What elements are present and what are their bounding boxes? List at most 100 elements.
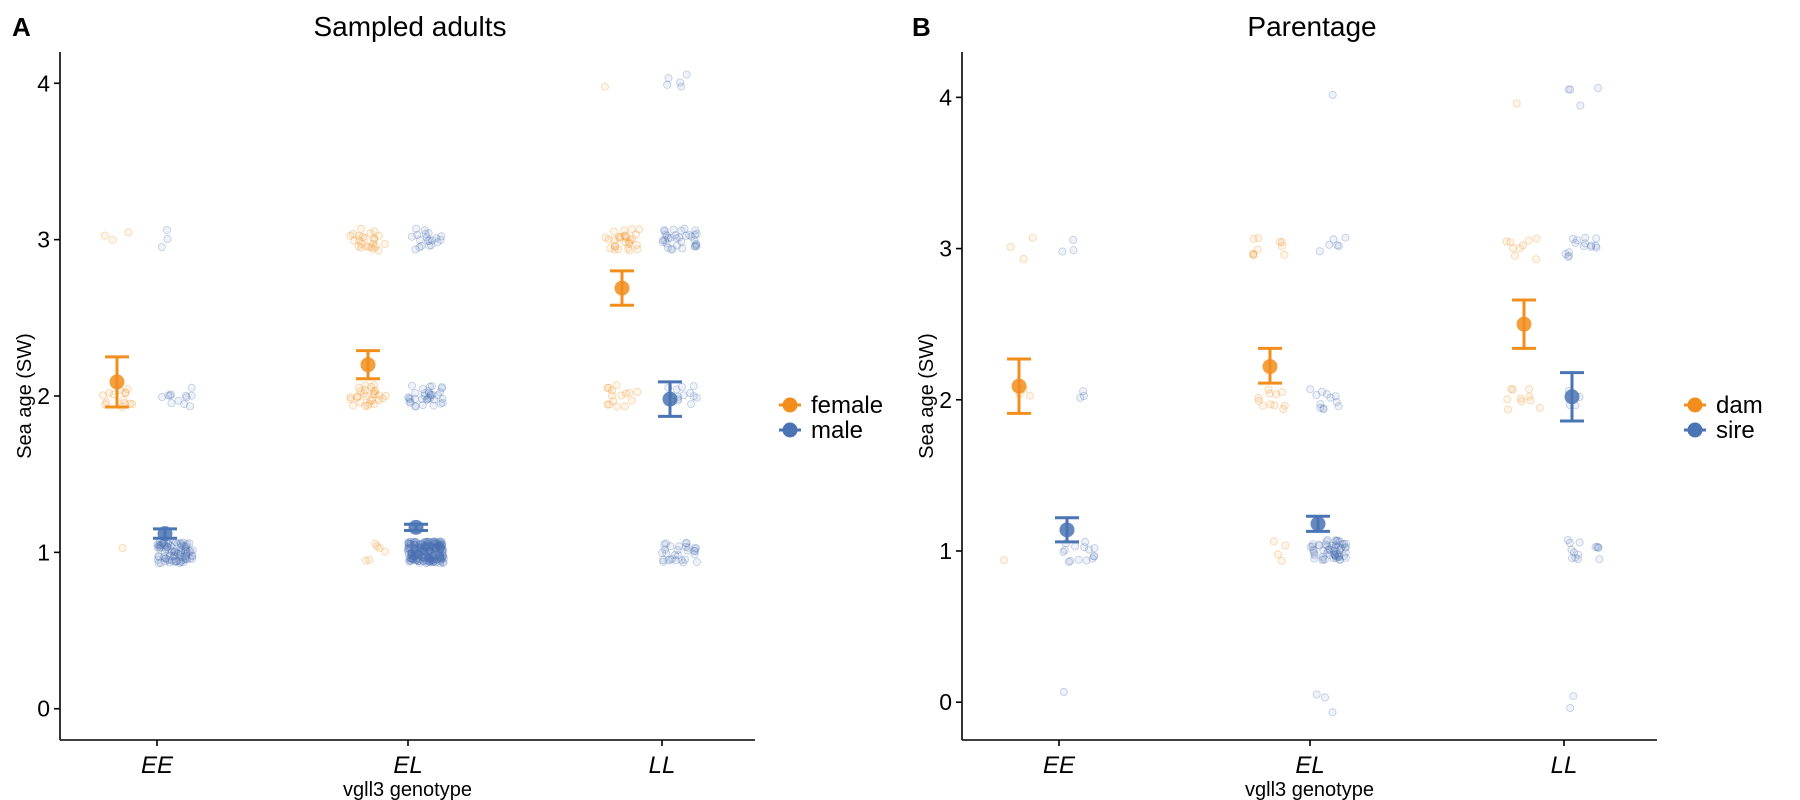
raw-point bbox=[156, 541, 165, 550]
raw-point bbox=[370, 399, 379, 408]
raw-point bbox=[188, 554, 197, 563]
raw-point bbox=[381, 391, 390, 400]
raw-point bbox=[165, 391, 174, 400]
raw-point bbox=[410, 539, 419, 548]
raw-point bbox=[346, 393, 355, 402]
raw-point bbox=[153, 543, 162, 552]
raw-point bbox=[415, 544, 424, 553]
raw-point bbox=[1320, 555, 1329, 564]
raw-point bbox=[620, 402, 629, 411]
raw-point bbox=[422, 555, 431, 564]
raw-point bbox=[1510, 251, 1519, 260]
raw-point bbox=[1574, 550, 1583, 559]
raw-point bbox=[436, 544, 445, 553]
raw-point bbox=[1066, 556, 1075, 565]
mean-point bbox=[1310, 516, 1326, 532]
raw-point bbox=[425, 558, 434, 567]
raw-point bbox=[1270, 401, 1279, 410]
raw-point bbox=[1249, 250, 1258, 259]
series-male bbox=[153, 70, 701, 568]
x-tick-label: EL bbox=[393, 752, 422, 779]
raw-point bbox=[1312, 390, 1321, 399]
raw-point bbox=[432, 555, 441, 564]
raw-point bbox=[410, 552, 419, 561]
raw-point bbox=[1341, 233, 1350, 242]
raw-point bbox=[123, 385, 132, 394]
raw-point bbox=[428, 557, 437, 566]
mean-point bbox=[1262, 359, 1278, 375]
raw-point bbox=[420, 547, 429, 556]
raw-point bbox=[424, 553, 433, 562]
raw-point bbox=[410, 549, 419, 558]
raw-point bbox=[434, 542, 443, 551]
raw-point bbox=[422, 233, 431, 242]
legend-label: male bbox=[811, 417, 863, 444]
raw-point bbox=[380, 547, 389, 556]
raw-point bbox=[174, 549, 183, 558]
raw-point bbox=[1333, 241, 1342, 250]
raw-point bbox=[603, 383, 612, 392]
raw-point bbox=[666, 555, 675, 564]
raw-point bbox=[1571, 238, 1580, 247]
y-tick-label: 2 bbox=[37, 383, 50, 409]
raw-point bbox=[626, 236, 635, 245]
raw-point bbox=[1564, 248, 1573, 257]
raw-point bbox=[431, 544, 440, 553]
raw-point bbox=[404, 547, 413, 556]
raw-point bbox=[413, 230, 422, 239]
raw-point bbox=[429, 545, 438, 554]
raw-point bbox=[424, 538, 433, 547]
raw-point bbox=[1324, 546, 1333, 555]
raw-point bbox=[1259, 401, 1268, 410]
raw-point bbox=[1566, 85, 1575, 94]
raw-point bbox=[615, 232, 624, 241]
raw-point bbox=[419, 538, 428, 547]
raw-point bbox=[1329, 235, 1338, 244]
raw-point bbox=[1564, 252, 1573, 261]
x-tick-label: EE bbox=[141, 752, 174, 779]
raw-point bbox=[374, 231, 383, 240]
raw-point bbox=[1089, 552, 1098, 561]
raw-point bbox=[370, 235, 379, 244]
raw-point bbox=[367, 382, 376, 391]
raw-point bbox=[167, 547, 176, 556]
raw-point bbox=[408, 549, 417, 558]
raw-point bbox=[1332, 536, 1341, 545]
raw-point bbox=[432, 555, 441, 564]
raw-point bbox=[419, 545, 428, 554]
raw-point bbox=[1504, 405, 1513, 414]
raw-point bbox=[416, 544, 425, 553]
raw-point bbox=[124, 228, 133, 237]
raw-point bbox=[692, 558, 701, 567]
raw-point bbox=[380, 239, 389, 248]
raw-point bbox=[427, 382, 436, 391]
raw-point bbox=[424, 556, 433, 565]
raw-point bbox=[128, 400, 137, 409]
raw-point bbox=[1266, 400, 1275, 409]
raw-point bbox=[1331, 392, 1340, 401]
raw-point bbox=[346, 231, 355, 240]
raw-point bbox=[690, 550, 699, 559]
raw-point bbox=[173, 556, 182, 565]
raw-point bbox=[1331, 550, 1340, 559]
raw-point bbox=[415, 236, 424, 245]
raw-point bbox=[357, 243, 366, 252]
raw-point bbox=[415, 558, 424, 567]
raw-point bbox=[404, 539, 413, 548]
raw-point bbox=[1276, 237, 1285, 246]
raw-point bbox=[1274, 550, 1283, 559]
raw-point bbox=[1076, 393, 1085, 402]
raw-point bbox=[413, 554, 422, 563]
raw-point bbox=[369, 389, 378, 398]
raw-point bbox=[1025, 391, 1034, 400]
raw-point bbox=[367, 243, 376, 252]
raw-point bbox=[1532, 255, 1541, 264]
y-tick-label: 4 bbox=[37, 70, 50, 96]
raw-point bbox=[154, 552, 163, 561]
raw-point bbox=[404, 544, 413, 553]
raw-point bbox=[437, 538, 446, 547]
raw-point bbox=[407, 548, 416, 557]
raw-point bbox=[429, 401, 438, 410]
raw-point bbox=[1253, 245, 1262, 254]
raw-point bbox=[155, 544, 164, 553]
